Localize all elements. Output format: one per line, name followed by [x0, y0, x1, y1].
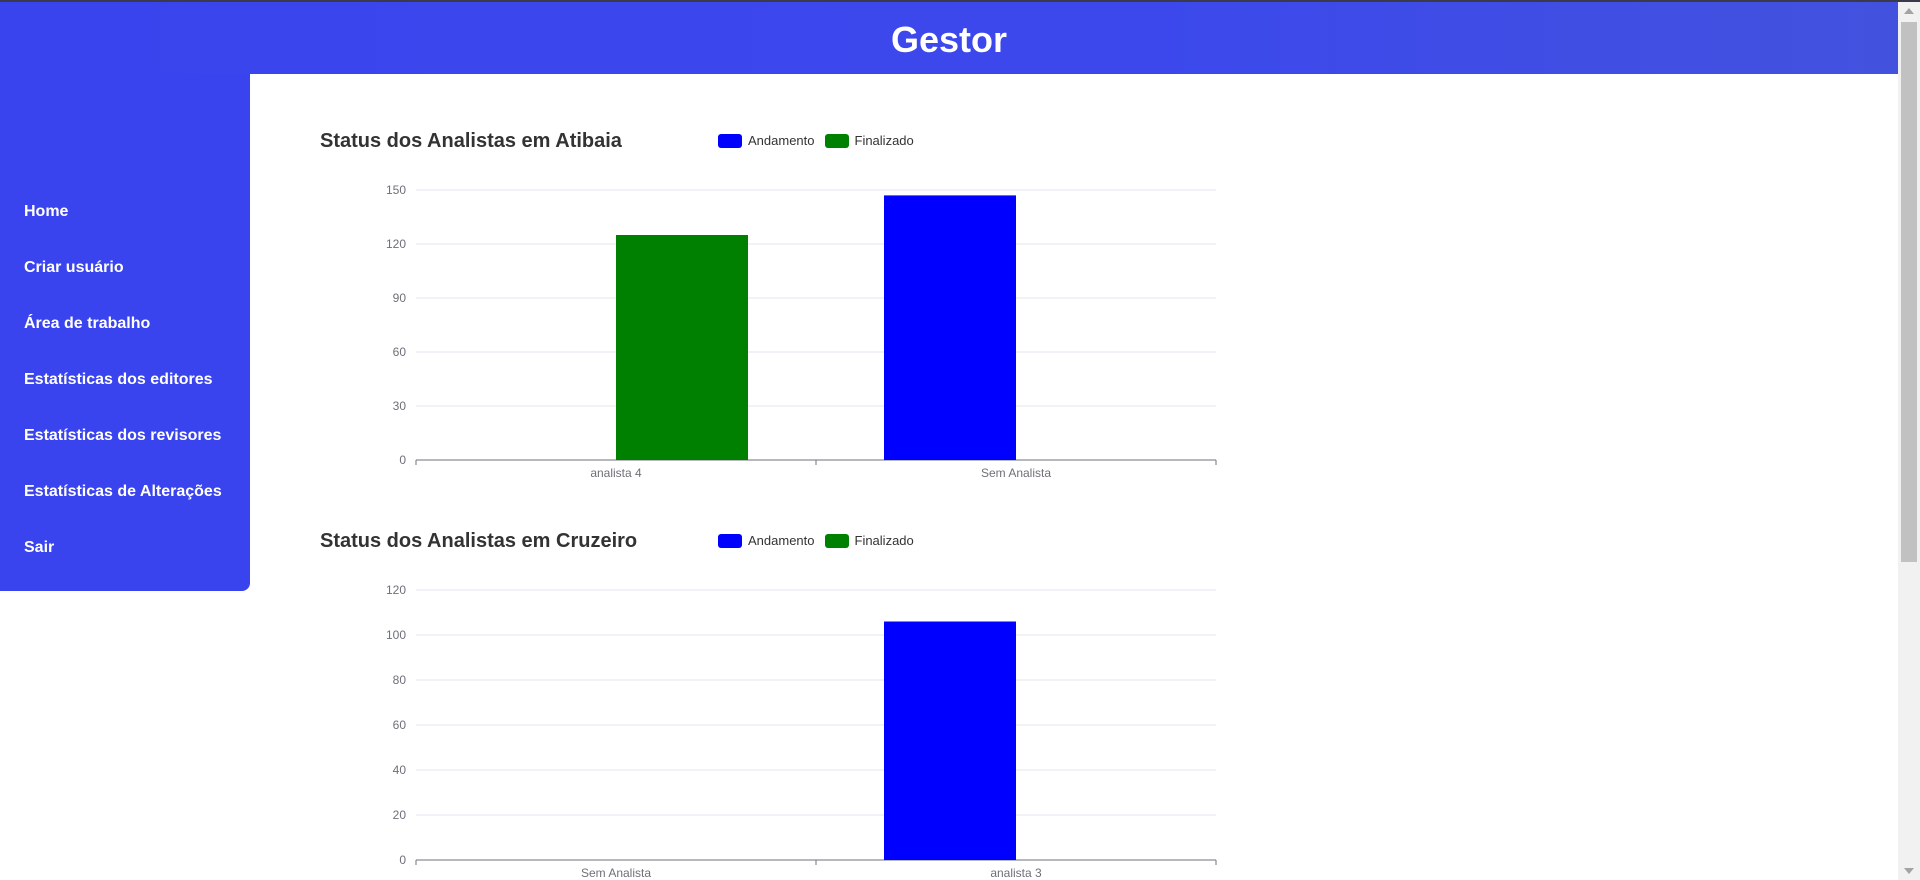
- y-tick-label: 0: [399, 853, 406, 867]
- x-tick-label: Sem Analista: [981, 466, 1051, 480]
- sidebar: Home Criar usuário Área de trabalho Esta…: [0, 74, 250, 591]
- sidebar-item-sair[interactable]: Sair: [24, 539, 55, 556]
- legend-item-andamento[interactable]: Andamento: [718, 133, 815, 148]
- x-tick-label: analista 4: [590, 466, 642, 480]
- legend-item-finalizado[interactable]: Finalizado: [824, 533, 914, 548]
- bar-finalizado: [616, 235, 748, 460]
- sidebar-item-estatisticas-editores[interactable]: Estatísticas dos editores: [24, 371, 213, 388]
- chart-legend: Andamento Finalizado: [718, 133, 924, 148]
- y-tick-label: 120: [386, 583, 406, 597]
- y-tick-label: 40: [393, 763, 407, 777]
- legend-swatch-andamento: [718, 533, 742, 548]
- vertical-scrollbar[interactable]: [1898, 2, 1920, 880]
- y-tick-label: 0: [399, 453, 406, 467]
- legend-item-finalizado[interactable]: Finalizado: [824, 133, 914, 148]
- x-tick-label: Sem Analista: [581, 866, 651, 880]
- scroll-down-arrow-icon[interactable]: [1904, 868, 1914, 874]
- chart-title: Status dos Analistas em Atibaia: [320, 130, 622, 152]
- sidebar-item-estatisticas-revisores[interactable]: Estatísticas dos revisores: [24, 427, 222, 444]
- y-tick-label: 80: [393, 673, 407, 687]
- scroll-up-arrow-icon[interactable]: [1904, 8, 1914, 14]
- sidebar-item-area-de-trabalho[interactable]: Área de trabalho: [24, 315, 151, 332]
- chart-title: Status dos Analistas em Cruzeiro: [320, 530, 638, 552]
- legend-swatch-andamento: [718, 133, 742, 148]
- chart-plot-cruzeiro: 0 20 40 60 80 100 120 Sem Analista analista 3: [386, 583, 1217, 880]
- sidebar-item-criar-usuario[interactable]: Criar usuário: [24, 259, 124, 276]
- legend-item-andamento[interactable]: Andamento: [718, 533, 815, 548]
- legend-label-andamento: Andamento: [748, 133, 815, 148]
- y-tick-label: 30: [393, 399, 407, 413]
- sidebar-nav: Home Criar usuário Área de trabalho Esta…: [0, 184, 250, 576]
- bar-andamento: [884, 195, 1016, 460]
- legend-label-finalizado: Finalizado: [854, 533, 914, 548]
- y-tick-label: 20: [393, 808, 407, 822]
- y-tick-label: 150: [386, 183, 406, 197]
- legend-label-andamento: Andamento: [748, 533, 815, 548]
- chart-cruzeiro: Status dos Analistas em Cruzeiro Andamen…: [320, 530, 1220, 880]
- y-tick-label: 60: [393, 718, 407, 732]
- chart-plot-atibaia: 0 30 60 90 120 150 analista 4 Sem Analista: [386, 183, 1217, 480]
- x-tick-label: analista 3: [990, 866, 1042, 880]
- sidebar-item-home[interactable]: Home: [24, 203, 69, 220]
- chart-atibaia: Status dos Analistas em Atibaia Andament…: [320, 130, 1220, 490]
- scroll-thumb[interactable]: [1901, 22, 1917, 562]
- y-tick-label: 60: [393, 345, 407, 359]
- window-top-border: [0, 0, 1920, 2]
- y-tick-label: 120: [386, 237, 406, 251]
- y-tick-label: 100: [386, 628, 406, 642]
- sidebar-item-estatisticas-alteracoes[interactable]: Estatísticas de Alterações: [24, 483, 222, 500]
- y-tick-label: 90: [393, 291, 407, 305]
- app-header: Gestor: [0, 2, 1898, 74]
- app-title: Gestor: [890, 19, 1008, 60]
- bar-andamento: [884, 621, 1016, 860]
- legend-swatch-finalizado: [824, 533, 849, 548]
- legend-label-finalizado: Finalizado: [854, 133, 914, 148]
- legend-swatch-finalizado: [824, 133, 849, 148]
- chart-legend: Andamento Finalizado: [718, 533, 924, 548]
